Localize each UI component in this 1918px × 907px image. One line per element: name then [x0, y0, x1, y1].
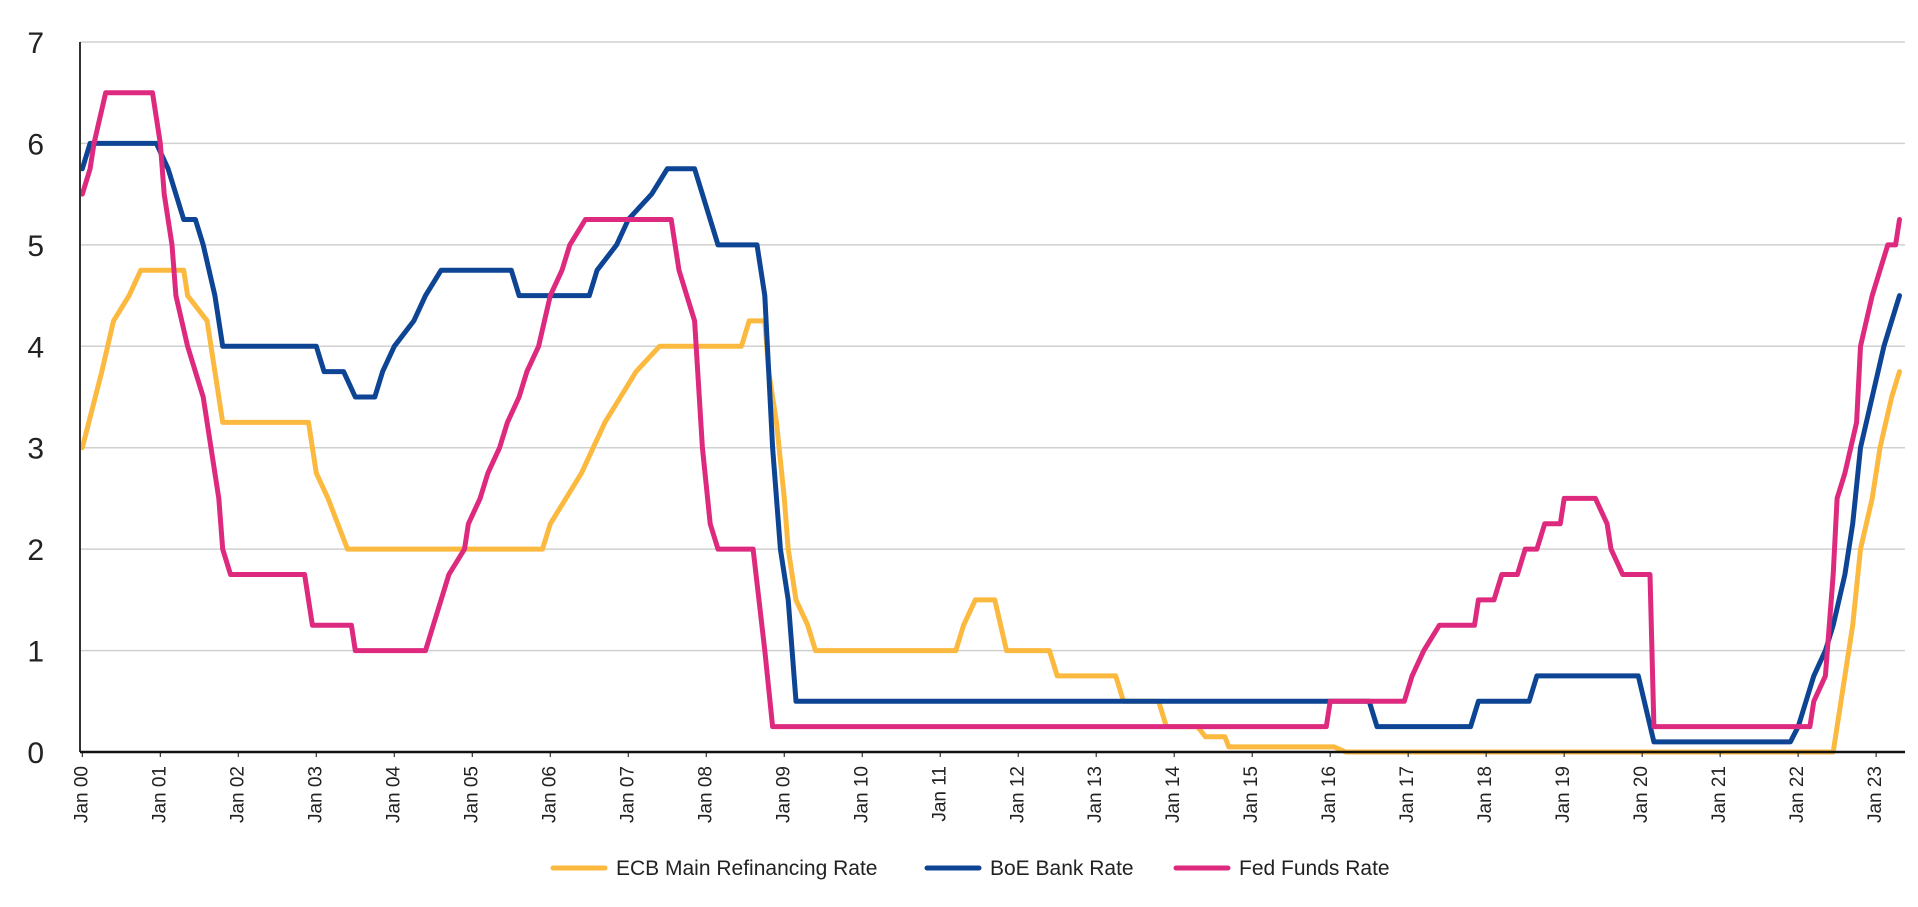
x-tick-label: Jan 01 — [149, 766, 170, 823]
legend: ECB Main Refinancing Rate BoE Bank Rate Fe… — [550, 857, 1390, 880]
y-axis-tick-labels: 0 1 2 3 4 5 6 7 — [27, 27, 44, 770]
x-tick-label: Jan 02 — [227, 766, 248, 823]
y-tick-label: 0 — [27, 737, 44, 770]
x-tick-label: Jan 00 — [71, 766, 92, 823]
y-tick-label: 3 — [27, 433, 44, 466]
x-tick-label: Jan 08 — [695, 766, 716, 823]
y-tick-label: 4 — [27, 331, 44, 364]
legend-label: Fed Funds Rate — [1239, 857, 1390, 880]
x-tick-label: Jan 12 — [1007, 766, 1028, 823]
legend-label: BoE Bank Rate — [990, 857, 1134, 880]
x-tick-label: Jan 15 — [1241, 766, 1262, 823]
x-tick-label: Jan 06 — [539, 766, 560, 823]
x-axis-tick-labels: Jan 00 Jan 01 Jan 02 Jan 03 Jan 04 Jan 05 Jan … — [71, 766, 1886, 823]
x-tick-label: Jan 07 — [617, 766, 638, 823]
x-tick-label: Jan 23 — [1865, 766, 1886, 823]
x-tick-label: Jan 04 — [383, 766, 404, 823]
y-tick-label: 6 — [27, 128, 44, 161]
x-tick-label: Jan 03 — [305, 766, 326, 823]
x-tick-label: Jan 20 — [1631, 766, 1652, 823]
series-line-1 — [79, 267, 1902, 755]
legend-label: ECB Main Refinancing Rate — [616, 857, 877, 880]
x-tick-label: Jan 09 — [773, 766, 794, 823]
axes — [79, 42, 1905, 757]
x-tick-label: Jan 10 — [851, 766, 872, 823]
y-tick-label: 7 — [27, 27, 44, 60]
y-tick-label: 5 — [27, 230, 44, 263]
series-lines — [79, 90, 1902, 755]
x-tick-label: Jan 17 — [1397, 766, 1418, 823]
series-line-3 — [79, 90, 1902, 730]
y-tick-label: 2 — [27, 534, 44, 567]
x-tick-label: Jan 13 — [1085, 766, 1106, 823]
gridlines — [80, 41, 1905, 652]
x-tick-label: Jan 16 — [1319, 766, 1340, 823]
x-tick-label: Jan 21 — [1709, 766, 1730, 823]
y-tick-label: 1 — [27, 636, 44, 669]
x-tick-label: Jan 14 — [1163, 766, 1184, 823]
x-tick-label: Jan 18 — [1475, 766, 1496, 823]
x-tick-label: Jan 11 — [929, 766, 950, 822]
x-tick-label: Jan 19 — [1553, 766, 1574, 823]
x-tick-label: Jan 22 — [1787, 766, 1808, 823]
x-tick-label: Jan 05 — [461, 766, 482, 823]
series-line-2 — [79, 140, 1902, 745]
